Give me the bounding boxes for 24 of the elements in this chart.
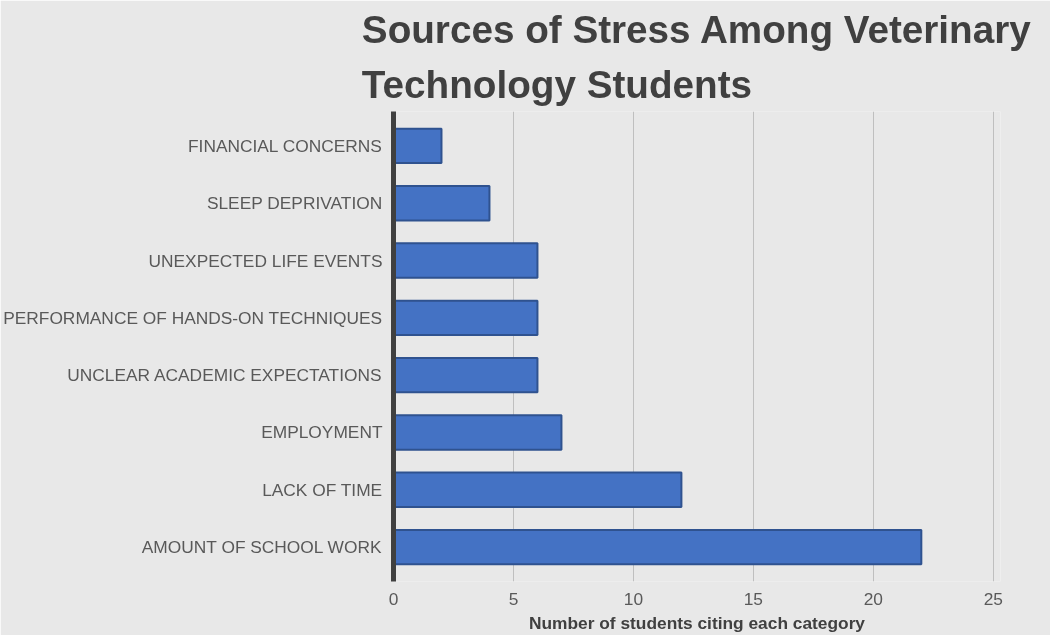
bar: [393, 299, 539, 337]
x-tick-label: 0: [388, 588, 399, 609]
bar: [393, 127, 443, 165]
y-tick-label: LACK OF TIME: [262, 479, 383, 500]
x-tick-label: 15: [743, 588, 764, 609]
x-tick-label: 5: [508, 588, 519, 609]
y-tick-label: AMOUNT OF SCHOOL WORK: [141, 537, 382, 558]
y-tick-label: FINANCIAL CONCERNS: [188, 135, 382, 156]
bar: [393, 528, 923, 566]
y-tick-label: SLEEP DEPRIVATION: [206, 193, 383, 214]
x-tick-label: 25: [983, 588, 1003, 609]
y-tick-label: EMPLOYMENT: [261, 422, 383, 443]
x-tick-label: 10: [623, 588, 644, 609]
bar: [393, 185, 491, 222]
y-tick-label: UNEXPECTED LIFE EVENTS: [148, 250, 383, 271]
bar: [393, 414, 563, 451]
chart-title: Sources of Stress Among Veterinary Technology Students: [361, 7, 1032, 107]
x-tick-label: 20: [863, 588, 883, 609]
bar: [393, 356, 539, 394]
y-tick-label: PERFORMANCE OF HANDS-ON TECHNIQUES: [3, 307, 383, 328]
bar: [393, 471, 683, 508]
y-tick-label: UNCLEAR ACADEMIC EXPECTATIONS: [67, 365, 382, 386]
x-axis-title: Number of students citing each category: [528, 612, 866, 633]
bar: [393, 242, 539, 279]
